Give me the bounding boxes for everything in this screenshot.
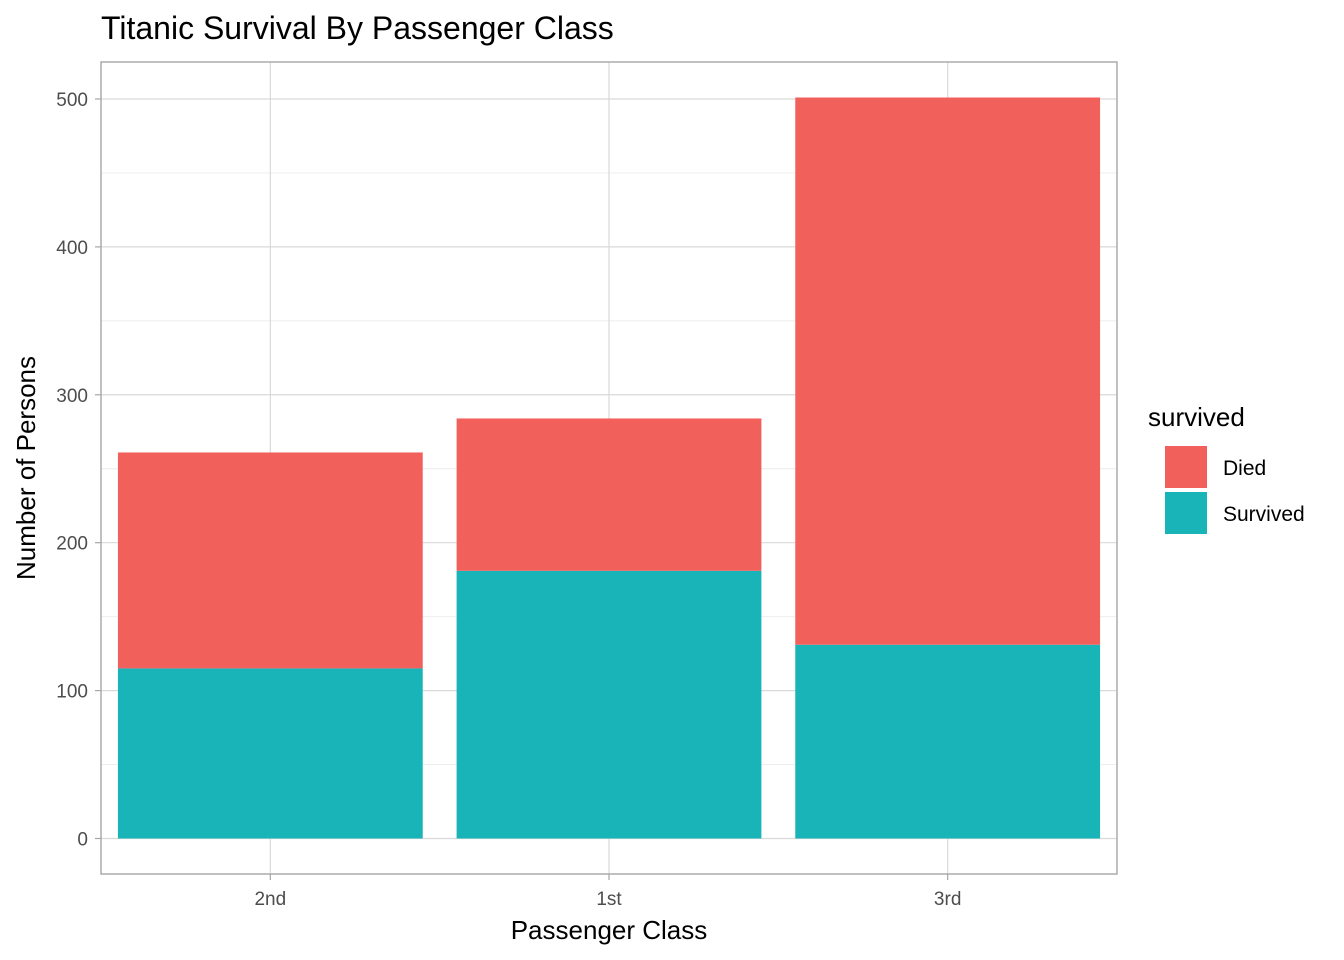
legend-label-died: Died — [1223, 457, 1266, 480]
y-tick-label: 100 — [56, 682, 88, 703]
bar-3rd-died — [795, 97, 1101, 645]
y-tick-label: 200 — [56, 534, 88, 555]
axis-ticks: 0 100 200 300 400 500 2nd 1st 3rd — [56, 90, 961, 910]
bar-1st-survived — [456, 570, 762, 839]
x-tick-label: 3rd — [934, 889, 961, 910]
x-tick-label: 2nd — [254, 889, 286, 910]
x-tick-label: 1st — [596, 889, 622, 910]
legend-key-died — [1165, 446, 1207, 488]
y-tick-label: 500 — [56, 90, 88, 111]
legend-title: survived — [1148, 402, 1245, 432]
bar-3rd-survived — [795, 644, 1101, 839]
y-tick-label: 0 — [77, 830, 88, 851]
y-tick-label: 400 — [56, 238, 88, 259]
bar-2nd-died — [117, 452, 423, 669]
y-tick-label: 300 — [56, 386, 88, 407]
x-axis-title: Passenger Class — [511, 915, 708, 945]
legend-key-survived — [1165, 492, 1207, 534]
y-axis-title: Number of Persons — [11, 356, 41, 580]
bar-1st-died — [456, 418, 762, 571]
bars — [117, 97, 1101, 839]
bar-2nd-survived — [117, 668, 423, 839]
legend: survived Died Survived — [1148, 402, 1305, 534]
chart-title: Titanic Survival By Passenger Class — [101, 10, 614, 46]
legend-label-survived: Survived — [1223, 503, 1305, 526]
